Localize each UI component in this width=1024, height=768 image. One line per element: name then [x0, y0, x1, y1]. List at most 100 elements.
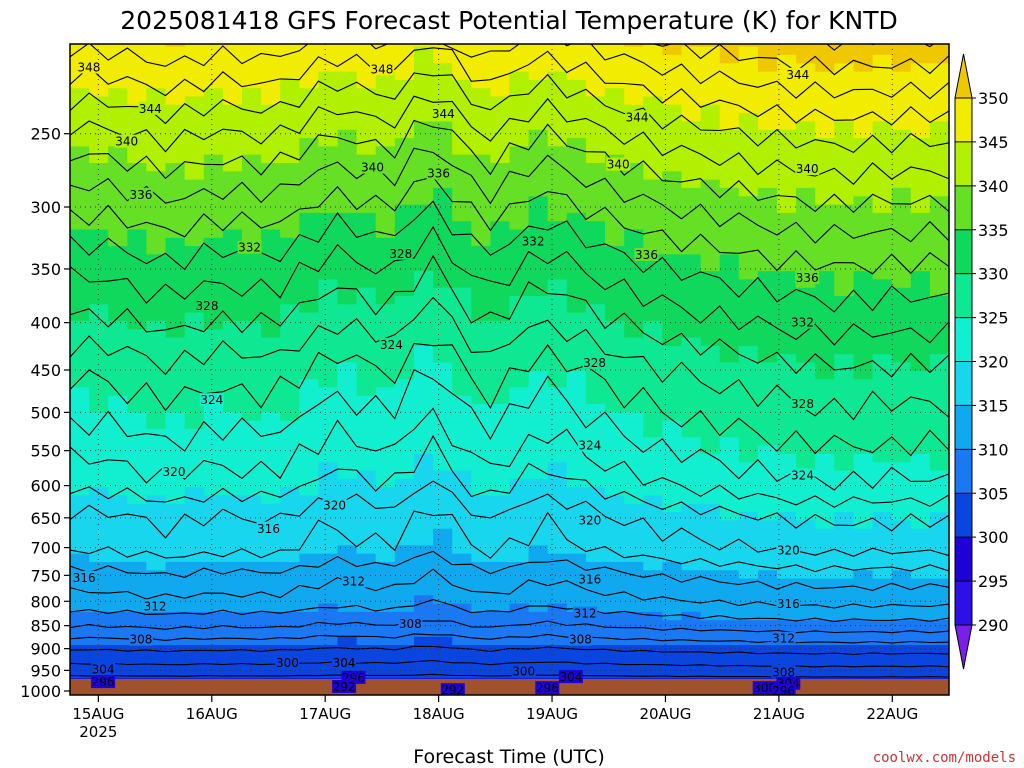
contour-fill-cell — [89, 520, 109, 530]
contour-fill-cell — [796, 620, 816, 630]
contour-fill-cell — [872, 96, 893, 106]
colorbar-segment — [955, 98, 972, 143]
contour-fill-cell — [815, 420, 835, 430]
x-tick-label: 15AUG — [72, 705, 124, 723]
contour-fill-cell — [490, 578, 511, 588]
contour-fill-cell — [203, 620, 224, 630]
contour-fill-cell — [872, 129, 893, 139]
contour-fill-cell — [299, 362, 319, 372]
contour-fill-cell — [605, 478, 625, 488]
contour-fill-cell — [375, 620, 396, 630]
contour-fill-cell — [624, 354, 644, 364]
contour-fill-cell — [184, 187, 205, 197]
contour-fill-cell — [70, 620, 90, 630]
contour-fill-cell — [853, 345, 874, 355]
contour-fill-cell — [222, 562, 243, 571]
contour-fill-cell — [700, 429, 721, 438]
contour-label-bg — [577, 572, 602, 586]
contour-fill-cell — [414, 528, 434, 538]
contour-fill-cell — [681, 528, 702, 538]
contour-fill-cell — [414, 503, 434, 513]
contour-fill-cell — [528, 271, 549, 280]
contour-fill-cell — [222, 96, 243, 106]
contour-fill-cell — [108, 620, 128, 630]
contour-fill-cell — [929, 79, 949, 89]
contour-fill-cell — [719, 296, 740, 305]
contour-fill-cell — [165, 229, 186, 239]
contour-fill-cell — [261, 104, 281, 114]
contour-fill-cell — [242, 171, 262, 181]
contour-fill-cell — [547, 46, 568, 56]
contour-fill-cell — [738, 71, 759, 81]
contour-fill-cell — [681, 537, 702, 546]
contour-fill-cell — [662, 262, 683, 272]
contour-fill-cell — [834, 163, 854, 172]
contour-fill-cell — [872, 79, 893, 89]
contour-fill-cell — [891, 54, 912, 64]
contour-fill-cell — [796, 412, 816, 422]
contour-fill-cell — [700, 645, 721, 654]
contour-fill-cell — [891, 420, 912, 430]
contour-label: 324 — [200, 393, 223, 407]
contour-fill-cell — [624, 96, 644, 106]
contour-fill-cell — [471, 154, 491, 164]
contour-label-bg — [237, 240, 262, 254]
contour-fill-cell — [356, 196, 377, 206]
contour-fill-cell — [681, 154, 702, 164]
contour-fill-cell — [662, 163, 683, 172]
contour-label-bg — [360, 160, 385, 174]
contour-fill-cell — [261, 63, 281, 73]
contour-fill-cell — [337, 636, 358, 646]
contour-fill-cell — [471, 445, 491, 455]
contour-fill-cell — [490, 478, 511, 488]
contour-fill-cell — [318, 196, 339, 206]
contour-fill-cell — [853, 653, 874, 663]
contour-fill-cell — [108, 204, 128, 214]
contour-fill-cell — [222, 287, 243, 297]
contour-fill-cell — [834, 420, 854, 430]
contour-fill-cell — [700, 146, 721, 156]
contour-fill-cell — [566, 537, 587, 546]
y-tick-label: 450 — [30, 361, 61, 380]
contour-fill-cell — [184, 362, 205, 372]
contour-fill-cell — [433, 562, 453, 571]
contour-fill-cell — [853, 636, 874, 646]
contour-fill-cell — [509, 478, 530, 488]
contour-fill-cell — [452, 221, 472, 231]
contour-fill-cell — [184, 453, 205, 463]
contour-fill-cell — [414, 628, 434, 638]
contour-fill-cell — [815, 645, 835, 654]
contour-fill-cell — [414, 138, 434, 147]
contour-fill-cell — [643, 146, 663, 156]
contour-line-336 — [70, 176, 949, 275]
contour-fill-cell — [547, 470, 568, 480]
contour-fill-cell — [662, 254, 683, 264]
contour-fill-cell — [585, 196, 606, 206]
contour-fill-cell — [242, 545, 262, 555]
contour-fill-cell — [585, 653, 606, 663]
contour-fill-cell — [318, 320, 339, 330]
contour-fill-cell — [356, 628, 377, 638]
contour-fill-cell — [490, 96, 511, 106]
contour-fill-cell — [433, 320, 453, 330]
y-tick-label: 850 — [30, 617, 61, 636]
contour-fill-cell — [452, 271, 472, 280]
contour-fill-cell — [910, 453, 931, 463]
contour-fill-cell — [872, 462, 893, 472]
contour-fill-cell — [585, 212, 606, 222]
contour-fill-cell — [585, 221, 606, 231]
contour-fill-cell — [585, 146, 606, 156]
contour-fill-cell — [681, 570, 702, 580]
contour-fill-cell — [700, 296, 721, 305]
contour-fill-cell — [299, 79, 319, 89]
contour-fill-cell — [624, 262, 644, 272]
contour-fill-cell — [643, 562, 663, 571]
contour-fill-cell — [910, 362, 931, 372]
contour-fill-cell — [89, 570, 109, 580]
contour-fill-cell — [108, 262, 128, 272]
contour-fill-cell — [89, 237, 109, 247]
contour-fill-cell — [165, 478, 186, 488]
contour-fill-cell — [299, 603, 319, 613]
contour-line-352 — [794, 44, 935, 51]
contour-fill-cell — [414, 254, 434, 264]
